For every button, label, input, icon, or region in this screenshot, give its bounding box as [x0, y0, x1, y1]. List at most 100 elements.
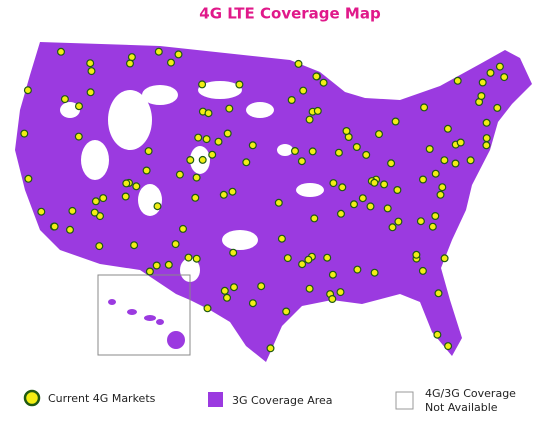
market-marker [127, 53, 136, 62]
market-marker [90, 208, 99, 217]
market-markers [20, 47, 509, 353]
market-marker [393, 186, 402, 195]
market-marker [337, 209, 346, 218]
market-marker [438, 183, 447, 192]
market-marker [37, 207, 46, 216]
market-marker [370, 178, 379, 187]
market-marker [154, 47, 163, 56]
market-marker [366, 202, 375, 211]
market-marker [74, 132, 83, 141]
market-marker [266, 344, 275, 353]
market-marker [204, 109, 213, 118]
market-marker [214, 137, 223, 146]
hawaii-islands [108, 299, 185, 349]
legend-swatch-3g [208, 392, 223, 407]
market-marker [436, 190, 445, 199]
market-marker [425, 145, 434, 154]
market-marker [144, 147, 153, 156]
market-marker [220, 286, 229, 295]
market-marker [328, 270, 337, 279]
market-marker [388, 223, 397, 232]
legend-label: Not Available [425, 401, 498, 414]
market-marker [444, 342, 453, 351]
market-marker [394, 217, 403, 226]
market-marker [257, 282, 266, 291]
market-marker [191, 193, 200, 202]
market-marker [305, 115, 314, 124]
market-marker [95, 242, 104, 251]
market-marker [91, 197, 100, 206]
market-marker [319, 78, 328, 87]
market-marker [478, 78, 487, 87]
market-marker [242, 158, 251, 167]
market-marker [23, 86, 32, 95]
market-marker [65, 225, 74, 234]
market-marker [86, 88, 95, 97]
market-marker [328, 295, 337, 304]
market-marker [440, 254, 449, 263]
market-marker [428, 222, 437, 231]
market-marker [223, 129, 232, 138]
market-marker [202, 135, 211, 144]
market-marker [477, 91, 486, 100]
market-marker [433, 330, 442, 339]
market-marker [453, 76, 462, 85]
market-marker [336, 288, 345, 297]
market-marker [380, 180, 389, 189]
market-marker [167, 58, 176, 67]
market-marker [145, 267, 154, 276]
legend-label: 4G/3G Coverage [425, 387, 516, 400]
market-marker [60, 95, 69, 104]
market-marker [308, 147, 317, 156]
market-marker [203, 304, 212, 313]
market-marker [370, 268, 379, 277]
market-marker [420, 103, 429, 112]
market-marker [352, 143, 361, 152]
market-marker [312, 72, 321, 81]
market-marker [282, 307, 291, 316]
market-marker [387, 159, 396, 168]
market-marker [304, 255, 313, 264]
market-marker [142, 166, 151, 175]
market-marker [228, 187, 237, 196]
market-marker [184, 253, 193, 262]
market-marker [235, 80, 244, 89]
market-marker [20, 129, 29, 138]
market-marker [87, 67, 96, 76]
market-marker [274, 198, 283, 207]
market-marker [153, 202, 162, 211]
market-marker [451, 159, 460, 168]
market-marker [130, 241, 139, 250]
market-marker [313, 106, 322, 115]
hawaii-inset [97, 274, 191, 356]
market-marker [482, 118, 491, 127]
market-marker [50, 222, 59, 231]
market-marker [383, 204, 392, 213]
market-marker [412, 250, 421, 259]
market-marker [440, 156, 449, 165]
market-marker [99, 194, 108, 203]
market-marker [419, 175, 428, 184]
market-marker [456, 138, 465, 147]
market-marker [283, 254, 292, 263]
market-marker [323, 253, 332, 262]
market-marker [208, 150, 217, 159]
market-marker [121, 192, 130, 201]
market-marker [223, 293, 232, 302]
market-marker [294, 59, 303, 68]
market-marker [495, 62, 504, 71]
market-marker [362, 150, 371, 159]
market-marker [179, 224, 188, 233]
market-marker [74, 102, 83, 111]
market-marker [225, 104, 234, 113]
market-marker [298, 260, 307, 269]
market-marker [358, 194, 367, 203]
market-marker [466, 156, 475, 165]
market-marker [277, 234, 286, 243]
market-marker [86, 59, 95, 68]
market-marker [229, 248, 238, 257]
market-marker [122, 179, 131, 188]
market-marker [125, 59, 134, 68]
